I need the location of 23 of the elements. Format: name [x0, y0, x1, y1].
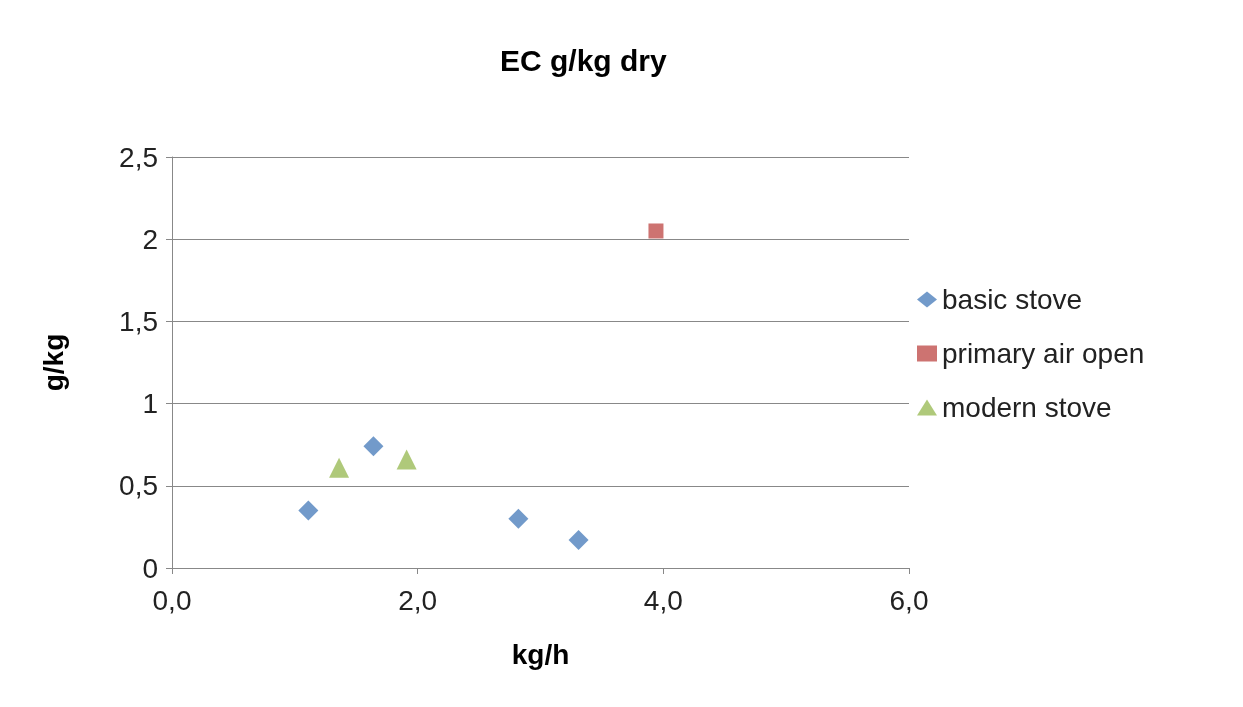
y-tick-label: 0,5: [119, 470, 158, 502]
y-tick-label: 2,5: [119, 141, 158, 173]
point: [298, 500, 319, 521]
point: [568, 530, 589, 551]
y-tick-label: 1,5: [119, 305, 158, 337]
legend-label: basic stove: [942, 284, 1083, 315]
x-tick-label: 4,0: [643, 584, 683, 616]
legend-label: modern stove: [942, 392, 1112, 423]
x-axis-title: kg/h: [511, 638, 570, 670]
point: [648, 223, 664, 239]
x-tick-label: 2,0: [398, 584, 438, 616]
y-tick-label: 0: [142, 552, 158, 584]
y-tick-label: 2: [142, 223, 158, 255]
y-axis-title: g/kg: [37, 333, 69, 392]
chart-title: EC g/kg dry: [500, 43, 668, 77]
point: [363, 436, 384, 457]
x-tick-label: 6,0: [889, 584, 929, 616]
legend-label: primary air open: [942, 338, 1145, 369]
y-tick-label: 1: [142, 388, 158, 420]
point: [396, 449, 417, 470]
point: [329, 457, 350, 478]
point: [508, 508, 529, 529]
x-tick-label: 0,0: [152, 584, 192, 616]
